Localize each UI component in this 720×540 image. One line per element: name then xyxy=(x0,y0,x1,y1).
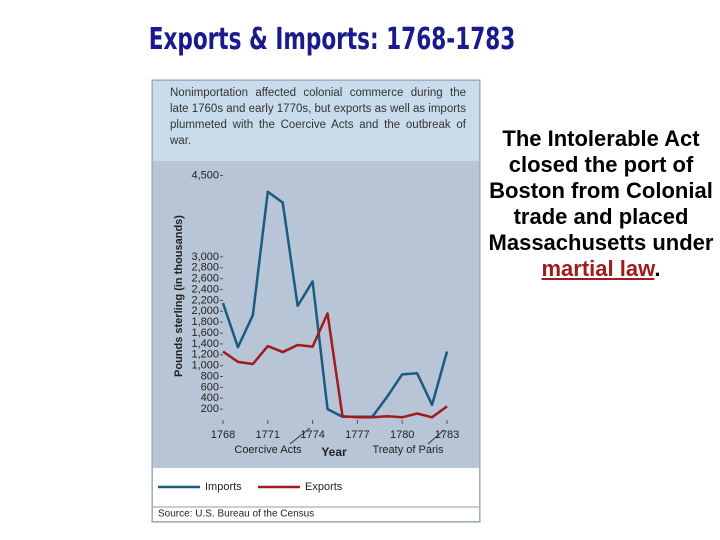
y-axis-label: Pounds sterling (in thousands) xyxy=(173,215,185,377)
annotation: Treaty of Paris xyxy=(372,444,444,456)
legend-label: Imports xyxy=(205,481,242,493)
body-text: . xyxy=(654,256,661,281)
caption-panel xyxy=(153,81,479,161)
y-tick-label: 2,600 xyxy=(191,273,219,285)
x-axis-label: Year xyxy=(321,445,347,459)
y-tick-label: 2,200 xyxy=(191,294,219,306)
x-tick-label: 1783 xyxy=(435,429,459,441)
y-tick-label: 2,400 xyxy=(191,283,219,295)
y-tick-label: 2,800 xyxy=(191,262,219,274)
x-tick-label: 1768 xyxy=(211,429,235,441)
y-tick-label: 800 xyxy=(201,370,219,382)
x-tick-label: 1777 xyxy=(345,429,369,441)
y-tick-label: 200 xyxy=(201,403,219,415)
series-line xyxy=(222,312,448,419)
body-text: The Intolerable Act closed the port of B… xyxy=(488,126,714,255)
legend-label: Exports xyxy=(305,481,343,493)
y-tick-label: 1,600 xyxy=(191,327,219,339)
link[interactable]: martial law xyxy=(541,256,655,281)
annotation-leader xyxy=(427,429,445,445)
annotation-leader xyxy=(289,427,311,445)
y-tick-label: 1,800 xyxy=(191,316,219,328)
y-tick-label: 1,200 xyxy=(191,349,219,361)
series-line xyxy=(221,190,449,418)
y-tick-label: 400 xyxy=(201,392,219,404)
y-tick-label: 1,000 xyxy=(191,360,219,372)
y-tick-label: 2,000 xyxy=(191,305,219,317)
x-tick-label: 1780 xyxy=(390,429,414,441)
y-tick-label: 4,500 xyxy=(191,169,219,181)
x-tick-label: 1771 xyxy=(256,429,280,441)
annotation: Coercive Acts xyxy=(234,444,302,456)
y-tick-label: 1,400 xyxy=(191,338,219,350)
legend-panel xyxy=(153,468,479,521)
side-text: The Intolerable Act closed the port of B… xyxy=(488,126,714,282)
x-tick-label: 1774 xyxy=(300,429,324,441)
y-tick-label: 3,000 xyxy=(191,251,219,263)
y-tick-label: 600 xyxy=(201,381,219,393)
source: Source: U.S. Bureau of the Census xyxy=(158,509,314,520)
chart-caption: Nonimportation affected colonial commerc… xyxy=(170,87,466,147)
slide-title: Exports & Imports: 1768-1783 xyxy=(148,22,516,57)
